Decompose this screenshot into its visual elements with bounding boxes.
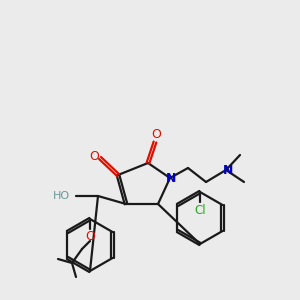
Text: N: N [223,164,233,178]
Text: O: O [151,128,161,142]
Text: N: N [166,172,176,185]
Text: HO: HO [53,191,70,201]
Text: Cl: Cl [194,203,206,217]
Text: O: O [89,151,99,164]
Text: O: O [85,230,95,242]
